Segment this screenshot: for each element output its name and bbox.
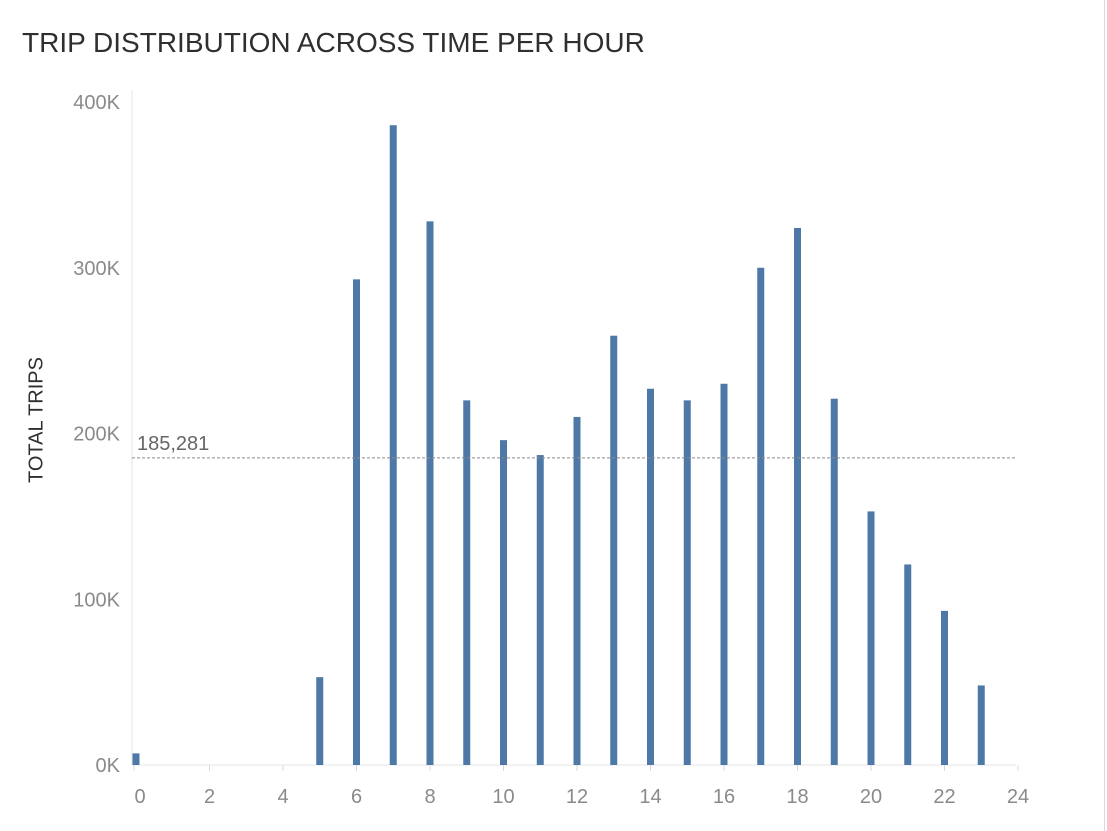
bar-hour-16: [720, 383, 728, 765]
bar-hour-12: [573, 416, 581, 765]
bar-hour-11: [536, 455, 544, 765]
x-tick-label: 0: [134, 786, 145, 808]
y-tick-label: 300K: [73, 258, 120, 280]
x-tick-label: 16: [713, 786, 735, 808]
reference-line-label: 185,281: [137, 433, 209, 455]
bar-hour-15: [683, 400, 691, 765]
x-tick-label: 20: [860, 786, 882, 808]
bar-hour-7: [389, 125, 397, 765]
y-tick-label: 200K: [73, 424, 120, 446]
x-tick-label: 2: [204, 786, 215, 808]
x-tick-label: 22: [933, 786, 955, 808]
x-tick-label: 18: [786, 786, 808, 808]
x-tick-label: 12: [566, 786, 588, 808]
bar-hour-0: [132, 753, 140, 765]
bar-hour-21: [904, 564, 912, 765]
x-tick-label: 6: [351, 786, 362, 808]
x-tick-label: 4: [277, 786, 288, 808]
y-tick-label: 0K: [96, 755, 121, 777]
bar-hour-10: [500, 440, 507, 765]
bar-hour-6: [353, 279, 360, 765]
bar-hour-22: [941, 610, 948, 765]
bar-hour-14: [647, 388, 654, 765]
y-tick-label: 100K: [73, 589, 120, 611]
x-tick-label: 24: [1007, 786, 1029, 808]
x-tick-label: 14: [639, 786, 661, 808]
bar-hour-13: [610, 335, 618, 765]
bar-hour-5: [316, 677, 324, 765]
y-tick-label: 400K: [73, 92, 120, 114]
x-tick-label: 8: [424, 786, 435, 808]
bar-hour-8: [426, 221, 434, 766]
bar-hour-18: [794, 227, 801, 766]
chart-title: TRIP DISTRIBUTION ACROSS TIME PER HOUR: [22, 27, 645, 58]
bar-hour-23: [977, 685, 985, 765]
x-tick-label: 10: [492, 786, 514, 808]
bar-hour-19: [830, 398, 838, 765]
bar-hour-20: [867, 511, 875, 765]
bar-hour-9: [463, 400, 471, 765]
bar-hour-17: [757, 267, 765, 765]
